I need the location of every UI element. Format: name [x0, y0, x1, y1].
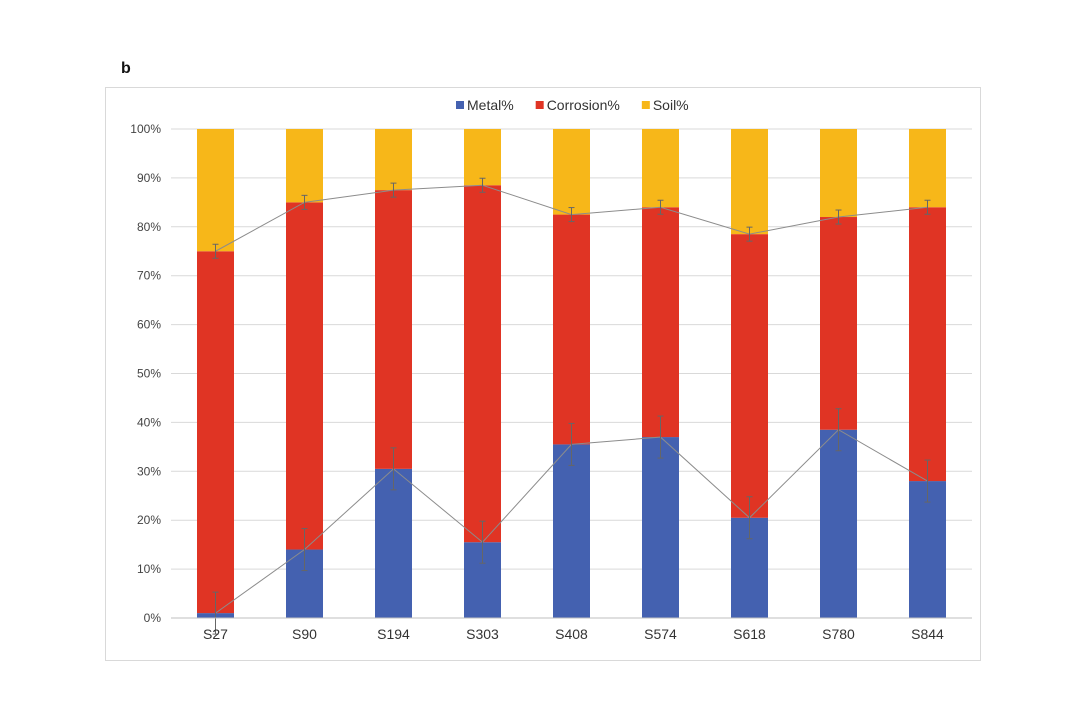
bar-soil[interactable] — [197, 129, 234, 252]
x-tick-label: S194 — [377, 626, 410, 642]
bar-corrosion[interactable] — [553, 214, 590, 445]
y-tick-label: 30% — [137, 464, 161, 478]
y-tick-label: 50% — [137, 367, 161, 381]
panel-label: b — [121, 60, 131, 77]
y-tick-label: 20% — [137, 513, 161, 527]
bar-metal[interactable] — [375, 468, 412, 618]
bar-soil[interactable] — [820, 129, 857, 218]
bar-corrosion[interactable] — [197, 251, 234, 614]
y-tick-label: 60% — [137, 318, 161, 332]
legend-item-metal[interactable]: Metal% — [456, 97, 514, 113]
legend-item-corrosion[interactable]: Corrosion% — [535, 97, 620, 113]
legend-item-soil[interactable]: Soil% — [641, 97, 689, 113]
y-tick-label: 90% — [137, 171, 161, 185]
legend-label: Corrosion% — [547, 97, 620, 113]
bar-corrosion[interactable] — [375, 190, 412, 469]
error-bars — [212, 177, 931, 635]
bar-corrosion[interactable] — [286, 202, 323, 550]
x-tick-label: S844 — [911, 626, 944, 642]
bar-soil[interactable] — [553, 129, 590, 215]
bar-soil[interactable] — [464, 129, 501, 186]
x-tick-label: S618 — [733, 626, 766, 642]
stacked-bar-chart: 0% 10% 20% 30% 40% 50% 60% 70% 80% 90% 100% S27 S90 S… — [130, 97, 972, 642]
legend-swatch — [641, 101, 650, 109]
y-tick-label: 70% — [137, 269, 161, 283]
bar-soil[interactable] — [286, 129, 323, 203]
bar-corrosion[interactable] — [642, 207, 679, 438]
legend[interactable]: Metal% Corrosion% Soil% — [456, 97, 689, 113]
bar-soil[interactable] — [731, 129, 768, 235]
bar-metal[interactable] — [553, 444, 590, 618]
y-tick-label: 0% — [144, 611, 162, 625]
axes: 0% 10% 20% 30% 40% 50% 60% 70% 80% 90% 100% S27 S90 S… — [130, 122, 972, 642]
bar-corrosion[interactable] — [909, 207, 946, 482]
legend-swatch — [535, 101, 544, 109]
y-tick-label: 80% — [137, 220, 161, 234]
bar-corrosion[interactable] — [464, 185, 501, 543]
legend-swatch — [456, 101, 464, 109]
bar-soil[interactable] — [642, 129, 679, 208]
bar-soil[interactable] — [375, 129, 412, 191]
x-tick-label: S408 — [555, 626, 588, 642]
legend-label: Soil% — [653, 97, 689, 113]
x-tick-label: S27 — [203, 626, 228, 642]
y-tick-label: 10% — [137, 562, 161, 576]
x-tick-label: S303 — [466, 626, 499, 642]
x-tick-label: S780 — [822, 626, 855, 642]
x-tick-label: S574 — [644, 626, 677, 642]
bar-metal[interactable] — [820, 429, 857, 618]
y-tick-label: 100% — [130, 122, 161, 136]
bar-metal[interactable] — [909, 481, 946, 618]
bar-metal[interactable] — [642, 437, 679, 618]
y-tick-label: 40% — [137, 415, 161, 429]
bar-soil[interactable] — [909, 129, 946, 208]
bars — [197, 129, 946, 618]
legend-label: Metal% — [467, 97, 514, 113]
chart-frame: 0% 10% 20% 30% 40% 50% 60% 70% 80% 90% 100% S27 S90 S… — [105, 87, 981, 661]
x-tick-label: S90 — [292, 626, 317, 642]
bar-corrosion[interactable] — [820, 217, 857, 430]
bar-corrosion[interactable] — [731, 234, 768, 518]
